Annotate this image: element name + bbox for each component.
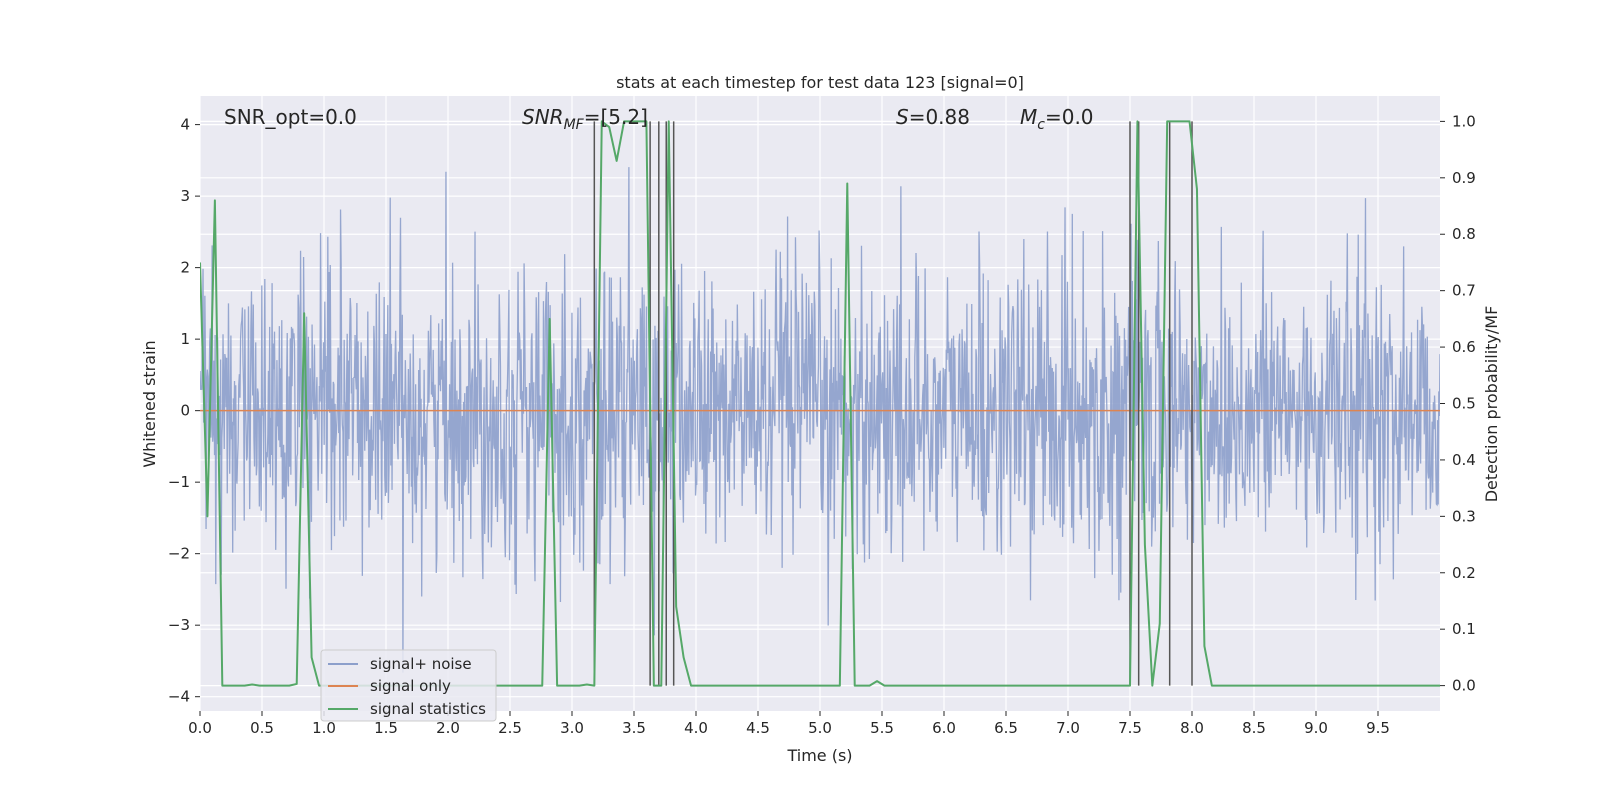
legend-label-signal: signal only	[370, 677, 451, 695]
y-axis-right: 0.0 0.1 0.2 0.3 0.4 0.5 0.6 0.7 0.8 0.9 1.0	[1440, 112, 1476, 695]
annotation-mc-main: M	[1020, 105, 1037, 129]
annotation-snr-opt: SNR_opt=0.0	[224, 105, 357, 129]
y-tick-label: −2	[168, 545, 190, 563]
x-tick-label: 9.0	[1304, 719, 1328, 737]
legend: signal+ noise signal only signal statist…	[320, 649, 497, 722]
x-tick-label: 6.0	[932, 719, 956, 737]
x-tick-label: 3.0	[560, 719, 584, 737]
annotation-s: S=0.88	[896, 105, 970, 129]
annotation-s-main: S	[896, 105, 909, 129]
x-tick-label: 5.5	[870, 719, 894, 737]
x-tick-label: 7.0	[1056, 719, 1080, 737]
y2-tick-label: 0.5	[1452, 395, 1476, 413]
x-tick-label: 8.5	[1242, 719, 1266, 737]
x-tick-label: 6.5	[994, 719, 1018, 737]
x-tick-label: 4.5	[746, 719, 770, 737]
annotation-mc-sub: c	[1037, 117, 1045, 133]
annotation-snr-mf-main: SNR	[522, 105, 564, 129]
y-axis-label: Whitened strain	[140, 340, 159, 467]
x-tick-label: 5.0	[808, 719, 832, 737]
legend-label-stat: signal statistics	[370, 700, 486, 718]
y-axis-left: −4 −3 −2 −1 0 1 2 3 4	[168, 116, 200, 706]
annotation-s-value: =0.88	[909, 105, 970, 129]
data-layer	[200, 120, 1440, 687]
series-signal-noise	[200, 167, 1440, 673]
x-tick-label: 2.5	[498, 719, 522, 737]
x-tick-label: 7.5	[1118, 719, 1142, 737]
x-tick-label: 8.0	[1180, 719, 1204, 737]
y2-tick-label: 0.3	[1452, 507, 1476, 525]
legend-label-noise: signal+ noise	[370, 655, 472, 673]
series-signal-statistics	[200, 120, 1440, 687]
annotation-snr-mf-value: =[5.2]	[584, 105, 648, 129]
y2-axis-label: Detection probability/MF	[1482, 306, 1501, 503]
x-tick-label: 0.5	[250, 719, 274, 737]
x-tick-label: 2.0	[436, 719, 460, 737]
y2-tick-label: 0.0	[1452, 677, 1476, 695]
x-tick-label: 1.5	[374, 719, 398, 737]
x-tick-label: 9.5	[1366, 719, 1390, 737]
y-tick-label: 0	[180, 402, 190, 420]
y-tick-label: −4	[168, 688, 190, 706]
annotation-mc-value: =0.0	[1045, 105, 1094, 129]
x-axis-label: Time (s)	[786, 746, 852, 765]
y2-tick-label: 1.0	[1452, 112, 1476, 130]
y-tick-label: 2	[180, 259, 190, 277]
chart-title: stats at each timestep for test data 123…	[616, 73, 1024, 92]
x-tick-label: 0.0	[188, 719, 212, 737]
annotation-mc: Mc=0.0	[1020, 105, 1094, 133]
y2-tick-label: 0.6	[1452, 338, 1476, 356]
x-tick-label: 3.5	[622, 719, 646, 737]
x-tick-label: 1.0	[312, 719, 336, 737]
y2-tick-label: 0.1	[1452, 620, 1476, 638]
y-tick-label: 4	[180, 116, 190, 134]
y2-tick-label: 0.8	[1452, 225, 1476, 243]
annotation-snr-mf-sub: MF	[564, 117, 585, 133]
y-tick-label: 1	[180, 330, 190, 348]
legend-box	[320, 649, 497, 722]
annotation-snr-mf: SNRMF=[5.2]	[522, 105, 648, 133]
y2-tick-label: 0.9	[1452, 169, 1476, 187]
x-tick-label: 4.0	[684, 719, 708, 737]
y2-tick-label: 0.7	[1452, 282, 1476, 300]
x-axis: 0.0 0.5 1.0 1.5 2.0 2.5 3.0 3.5 4.0 4.5 5.0 5.5 6.0 6…	[188, 711, 1390, 737]
y-tick-label: 3	[180, 187, 190, 205]
y-tick-label: −1	[168, 473, 190, 491]
y2-tick-label: 0.2	[1452, 564, 1476, 582]
y-tick-label: −3	[168, 616, 190, 634]
y2-tick-label: 0.4	[1452, 451, 1476, 469]
